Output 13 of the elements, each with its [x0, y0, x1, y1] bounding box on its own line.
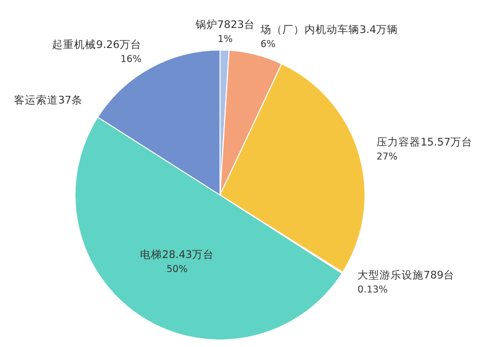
slice-label: 电梯28.43万台	[140, 248, 214, 262]
category-label: 客运索道37条	[14, 94, 82, 106]
slice-label: 锅炉7823台	[194, 18, 255, 32]
data-label: 1%	[218, 34, 233, 46]
slice-label: 大型游乐设施789台	[358, 268, 455, 282]
data-label: 16%	[120, 54, 142, 66]
slice-label: 起重机械9.26万台	[52, 38, 142, 52]
slice-label: 场（厂）内机动车辆3.4万辆	[259, 23, 398, 36]
data-label: 0.13%	[358, 284, 388, 296]
data-label: 27%	[376, 151, 398, 162]
data-label: 50%	[166, 264, 188, 276]
slice-label: 压力容器15.57万台	[376, 135, 473, 148]
data-label: 6%	[260, 39, 276, 50]
